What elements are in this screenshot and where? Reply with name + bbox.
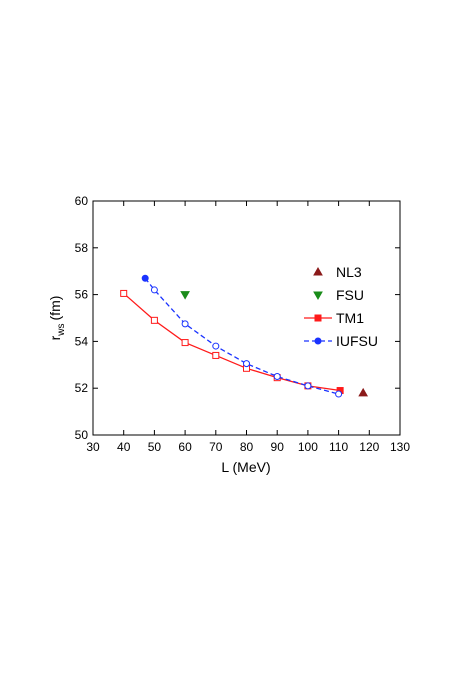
y-label-unit: (fm) [47, 296, 63, 321]
legend-label: TM1 [336, 310, 364, 326]
y-label-main: r [47, 335, 63, 340]
x-tick-label: 30 [86, 440, 100, 454]
x-axis-label: L (MeV) [221, 459, 270, 475]
x-tick-label: 110 [329, 440, 348, 454]
y-axis-label: rws (fm) [47, 296, 67, 341]
y-tick-label: 60 [75, 194, 89, 208]
y-tick-label: 54 [75, 334, 89, 348]
marker [141, 274, 149, 282]
y-tick-label: 50 [75, 428, 89, 442]
x-tick-label: 70 [209, 440, 223, 454]
marker [150, 286, 158, 294]
legend-marker [314, 337, 322, 345]
x-tick-label: 50 [148, 440, 162, 454]
series-line [123, 292, 341, 392]
marker [120, 289, 128, 297]
x-tick-label: 100 [298, 440, 318, 454]
marker [212, 351, 220, 359]
legend-label: NL3 [336, 264, 362, 280]
marker [243, 360, 250, 368]
marker [358, 387, 369, 397]
marker [335, 390, 343, 398]
x-tick-label: 120 [359, 440, 379, 454]
legend-label: FSU [336, 287, 364, 303]
y-tick-label: 56 [75, 288, 89, 302]
marker [304, 382, 312, 390]
marker [273, 373, 281, 380]
y-label-sub: ws [56, 323, 67, 336]
marker [181, 320, 189, 328]
y-tick-label: 58 [75, 241, 89, 255]
legend-marker [313, 266, 323, 276]
legend-marker [313, 291, 323, 301]
marker [150, 316, 158, 324]
series-line [144, 277, 339, 395]
marker [212, 342, 220, 350]
marker [181, 339, 189, 347]
legend-label: IUFSU [336, 333, 378, 349]
x-tick-label: 90 [271, 440, 285, 454]
x-tick-label: 130 [390, 440, 410, 454]
marker [180, 291, 190, 300]
x-tick-label: 40 [117, 440, 131, 454]
x-tick-label: 60 [178, 440, 192, 454]
y-tick-label: 52 [75, 381, 89, 395]
legend-marker [314, 314, 322, 322]
x-tick-label: 80 [240, 440, 254, 454]
